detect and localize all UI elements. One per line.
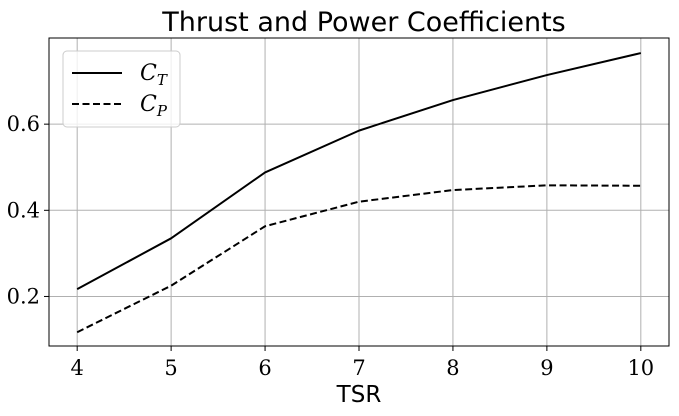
x-tick-label: 4	[70, 356, 83, 380]
x-tick-label: 7	[352, 356, 365, 380]
series-line-c-t	[76, 52, 642, 291]
x-tick-label: 6	[258, 356, 271, 380]
legend-label-ct: CT	[140, 61, 168, 89]
x-tick-label: 9	[540, 356, 553, 380]
y-axis-ticks: 0.2 0.4 0.6	[7, 112, 49, 308]
x-axis-label: TSR	[336, 382, 382, 408]
x-tick-label: 10	[627, 356, 654, 380]
chart-title: Thrust and Power Coefficients	[161, 7, 565, 38]
legend-label-ct-main: C	[140, 61, 157, 86]
x-axis-ticks: 4 5 6 7 8 9 10	[70, 346, 654, 380]
y-tick-label: 0.4	[7, 198, 40, 222]
legend-label-cp-main: C	[140, 92, 157, 117]
legend-label-cp-sub: P	[156, 102, 168, 120]
series-lines	[76, 52, 642, 334]
legend-box	[62, 50, 181, 128]
legend: CT CP	[62, 50, 181, 128]
legend-label-cp: CP	[140, 92, 168, 120]
x-tick-label: 5	[164, 356, 177, 380]
legend-label-ct-sub: T	[157, 71, 168, 89]
x-tick-label: 8	[446, 356, 459, 380]
y-tick-label: 0.6	[7, 112, 40, 136]
y-tick-label: 0.2	[7, 284, 40, 308]
